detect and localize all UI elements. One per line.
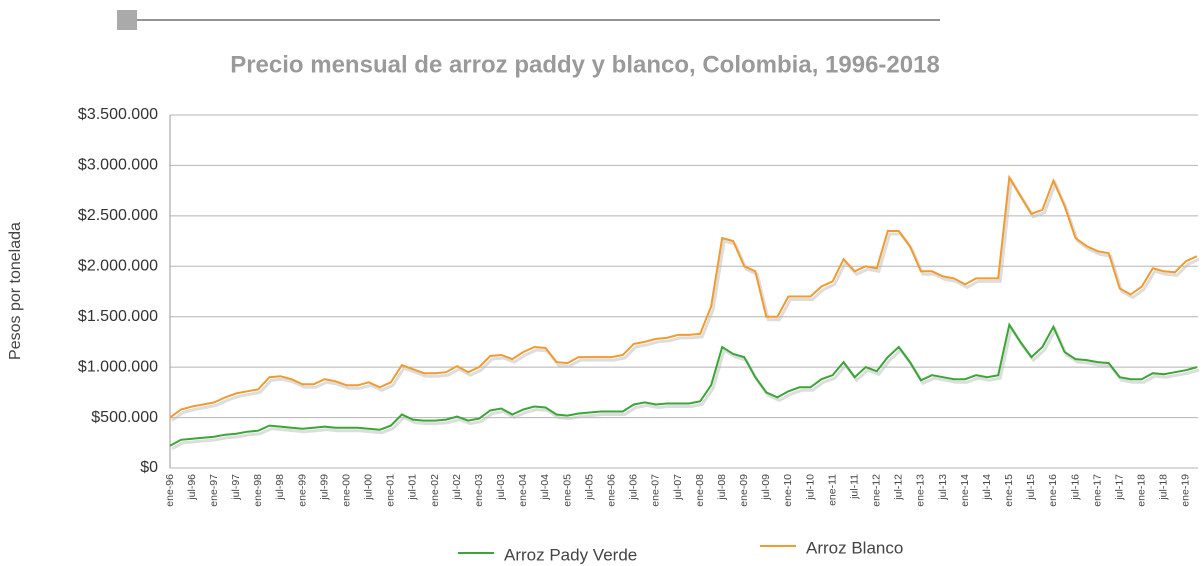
decor-square [117, 10, 137, 30]
x-tick-label: jul-14 [981, 474, 993, 501]
x-tick-label: ene-06 [606, 474, 618, 507]
x-tick-label: jul-09 [760, 474, 772, 501]
x-tick-label: jul-16 [1069, 474, 1081, 501]
x-tick-label: ene-09 [738, 474, 750, 507]
x-tick-label: jul-15 [1025, 474, 1037, 501]
x-tick-label: jul-98 [274, 474, 286, 501]
series-line [169, 322, 1198, 447]
x-tick-label: ene-17 [1091, 474, 1103, 507]
x-tick-label: ene-00 [340, 474, 352, 507]
x-tick-label: ene-13 [915, 474, 927, 507]
legend-label: Arroz Pady Verde [504, 545, 637, 564]
x-tick-label: ene-04 [517, 474, 529, 507]
x-tick-label: jul-05 [583, 474, 595, 501]
x-tick-label: ene-19 [1180, 474, 1192, 507]
y-tick-label: $1.500.000 [78, 308, 158, 325]
y-tick-label: $3.000.000 [78, 157, 158, 174]
series-shadow [171, 323, 1200, 451]
y-tick-label: $0 [140, 459, 158, 476]
legend-label: Arroz Blanco [806, 538, 903, 557]
y-tick-label: $1.000.000 [78, 358, 158, 375]
x-tick-label: ene-99 [296, 474, 308, 507]
x-tick-label: jul-12 [893, 474, 905, 501]
x-tick-label: ene-97 [208, 474, 220, 507]
x-tick-label: jul-97 [230, 474, 242, 501]
x-tick-label: jul-08 [716, 474, 728, 501]
x-tick-label: ene-07 [650, 474, 662, 507]
x-tick-label: jul-11 [848, 474, 860, 500]
x-tick-label: jul-02 [451, 474, 463, 501]
x-tick-label: jul-01 [407, 474, 419, 501]
x-tick-label: ene-98 [252, 474, 264, 507]
x-tick-label: ene-14 [959, 474, 971, 507]
x-tick-label: ene-96 [164, 474, 176, 507]
y-tick-label: $2.500.000 [78, 207, 158, 224]
x-tick-label: jul-17 [1113, 474, 1125, 501]
chart-title: Precio mensual de arroz paddy y blanco, … [230, 51, 940, 78]
x-tick-label: jul-03 [495, 474, 507, 501]
x-tick-label: jul-10 [804, 474, 816, 501]
x-tick-label: ene-03 [473, 474, 485, 507]
x-tick-label: jul-07 [672, 474, 684, 501]
series-line [169, 174, 1198, 419]
x-tick-label: ene-11 [826, 474, 838, 506]
x-tick-label: ene-15 [1003, 474, 1015, 507]
x-tick-label: ene-18 [1136, 474, 1148, 507]
x-tick-label: jul-96 [186, 474, 198, 501]
x-tick-label: jul-18 [1158, 474, 1170, 501]
x-tick-label: jul-04 [539, 474, 551, 501]
series-shadow [171, 175, 1200, 422]
x-tick-label: ene-01 [385, 474, 397, 507]
x-tick-label: ene-05 [561, 474, 573, 507]
y-tick-label: $500.000 [91, 409, 158, 426]
x-tick-label: ene-12 [871, 474, 883, 507]
x-tick-label: jul-06 [628, 474, 640, 501]
y-axis-label: Pesos por tonelada [7, 222, 24, 360]
x-tick-label: ene-02 [429, 474, 441, 507]
y-tick-label: $2.000.000 [78, 258, 158, 275]
x-tick-label: jul-13 [937, 474, 949, 501]
x-tick-label: ene-08 [694, 474, 706, 507]
x-tick-label: ene-16 [1047, 474, 1059, 507]
x-tick-label: jul-00 [363, 474, 375, 501]
x-tick-label: ene-10 [782, 474, 794, 507]
x-tick-label: jul-99 [318, 474, 330, 501]
y-tick-label: $3.500.000 [78, 106, 158, 123]
